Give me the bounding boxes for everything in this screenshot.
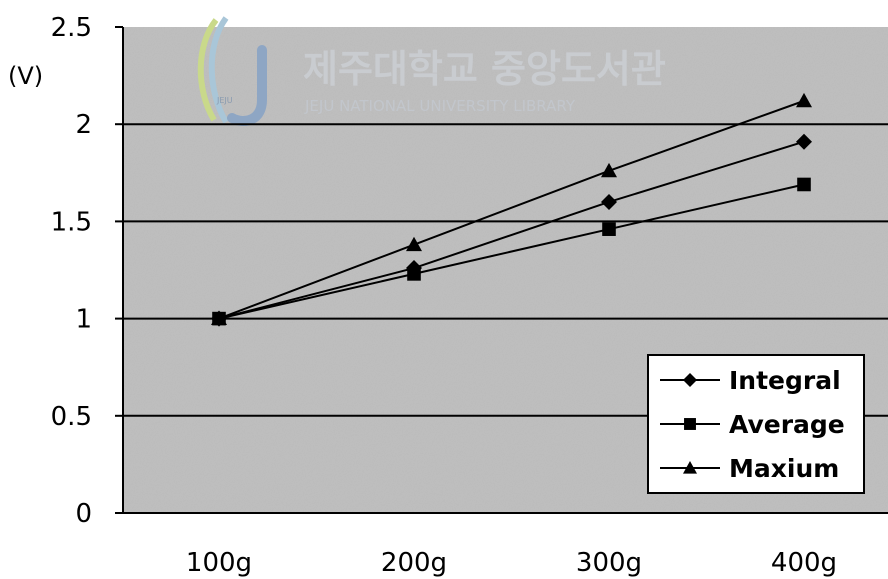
watermark-english: JEJU NATIONAL UNIVERSITY LIBRARY (304, 97, 576, 115)
point-maxium-0 (211, 310, 227, 325)
legend-label-integral: Integral (729, 366, 841, 395)
y-tick-label-1: 0.5 (51, 402, 92, 432)
x-tick-label-1: 200g (381, 548, 447, 578)
logo-text: JEJU (216, 96, 233, 105)
watermark: JEJU 제주대학교 중앙도서관 JEJU NATIONAL UNIVERSIT… (197, 16, 666, 126)
legend-item-integral: Integral (660, 366, 841, 395)
series-average (212, 177, 811, 326)
point-integral-3 (796, 133, 812, 150)
axis-layer: 0 0.5 1 1.5 2 2.5 100g 200g 300g 400g (51, 13, 888, 578)
y-unit-label: (V) (8, 62, 43, 90)
series-line-maxium (218, 99, 805, 320)
point-maxium-2 (601, 162, 617, 178)
point-maxium-1 (406, 236, 422, 252)
x-tick-label-0: 100g (186, 548, 252, 578)
x-tick-label-3: 400g (771, 548, 837, 578)
y-tick-label-0: 0 (75, 499, 92, 529)
legend-marker-maxium (683, 461, 697, 474)
legend-marker-integral (683, 373, 697, 387)
y-tick-label-2: 1 (75, 305, 92, 335)
series-maxium (211, 92, 812, 325)
legend-item-average: Average (660, 410, 845, 439)
legend: Integral Average Maxium (647, 354, 865, 494)
point-average-1 (407, 267, 421, 281)
library-logo: JEJU (197, 16, 267, 126)
legend-label-maxium: Maxium (729, 454, 839, 483)
y-tick-label-5: 2.5 (51, 13, 92, 43)
legend-marker-average (684, 418, 696, 430)
point-maxium-3 (796, 92, 812, 108)
series-line-average (218, 183, 805, 320)
point-integral-2 (601, 193, 617, 210)
y-tick-label-3: 1.5 (51, 207, 92, 237)
series-layer (211, 92, 812, 327)
point-average-2 (602, 222, 616, 236)
x-tick-label-2: 300g (576, 548, 642, 578)
series-line-integral (218, 140, 805, 320)
watermark-korean: 제주대학교 중앙도서관 (303, 47, 666, 91)
point-average-3 (797, 177, 811, 192)
legend-item-maxium: Maxium (660, 454, 839, 483)
legend-label-average: Average (729, 410, 845, 439)
y-tick-label-4: 2 (75, 110, 92, 140)
